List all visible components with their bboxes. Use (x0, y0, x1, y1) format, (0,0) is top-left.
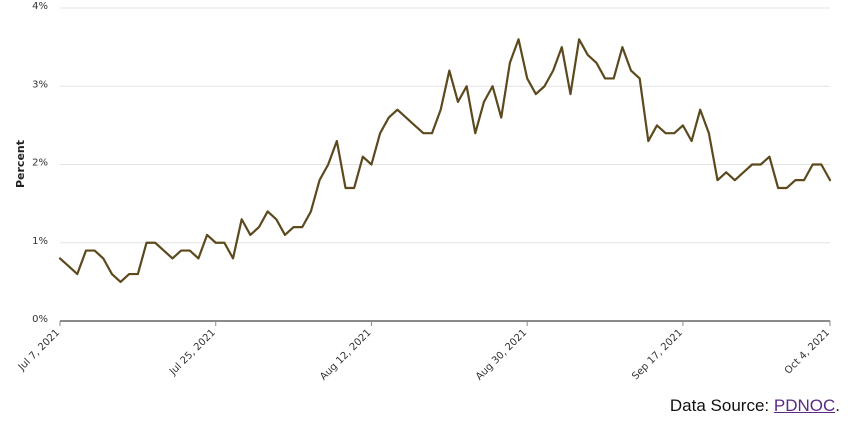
x-tick-label: Aug 30, 2021 (474, 327, 529, 382)
y-tick-label: 1% (32, 236, 48, 247)
y-axis-ticks: 0% 1% 2% 3% 4% (32, 1, 48, 325)
data-source-link[interactable]: PDNOC (773, 396, 836, 415)
x-tick-label: Jul 25, 2021 (167, 327, 218, 378)
y-tick-label: 2% (32, 158, 48, 169)
y-tick-label: 4% (32, 1, 48, 12)
data-source-note: Data Source: PDNOC. (670, 396, 840, 416)
x-tick-label: Oct 4, 2021 (783, 327, 832, 376)
series-line (58, 38, 832, 283)
x-tick-label: Aug 12, 2021 (318, 327, 373, 382)
data-source-prefix: Data Source: (669, 396, 774, 415)
y-axis-label: Percent (14, 140, 27, 188)
x-tick-label: Sep 17, 2021 (630, 327, 685, 382)
series-layer (58, 38, 832, 283)
x-axis: Jul 7, 2021 Jul 25, 2021 Aug 12, 2021 Aug 3… (16, 320, 832, 383)
gridlines (60, 7, 830, 244)
y-tick-label: 0% (32, 314, 48, 325)
y-tick-label: 3% (32, 79, 48, 90)
x-tick-label: Jul 7, 2021 (16, 327, 62, 373)
data-source-suffix: . (835, 396, 840, 415)
